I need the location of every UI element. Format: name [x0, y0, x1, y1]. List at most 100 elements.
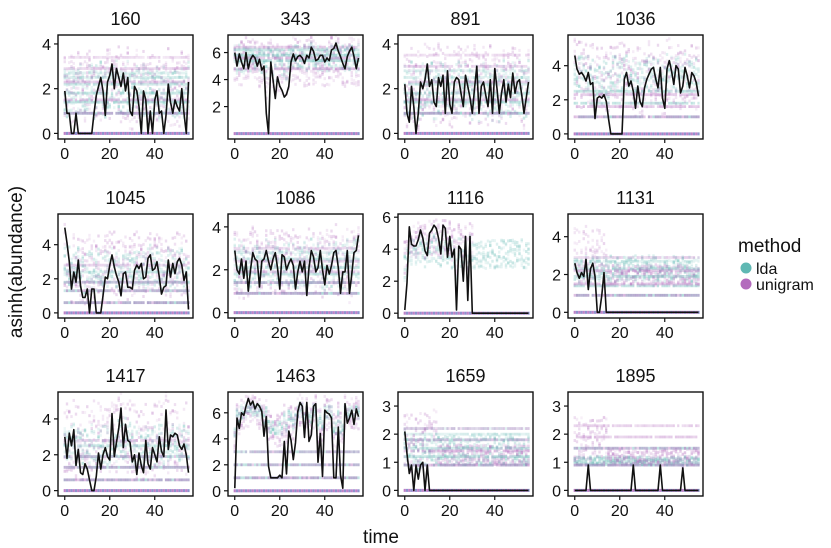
band-point	[421, 53, 424, 57]
band-point	[453, 53, 456, 57]
cloud-point	[518, 93, 521, 97]
cloud-point	[520, 68, 523, 72]
band-point	[180, 80, 183, 84]
band-point	[316, 59, 320, 63]
zero-point	[312, 132, 315, 136]
cloud-point	[72, 78, 75, 82]
band-point	[305, 45, 308, 49]
cloud-point	[636, 46, 639, 50]
cloud-point	[695, 107, 698, 111]
band-point	[426, 111, 429, 115]
cloud-point	[65, 81, 69, 85]
band-point	[614, 89, 617, 93]
cloud-point	[352, 47, 356, 51]
cloud-point	[262, 60, 266, 64]
band-point	[314, 48, 317, 52]
cloud-point	[247, 69, 250, 73]
band-point	[68, 80, 71, 84]
band-point	[97, 71, 100, 75]
cloud-point	[419, 92, 422, 96]
cloud-point	[573, 63, 576, 67]
band-point	[614, 101, 617, 105]
cloud-point	[90, 89, 93, 93]
cloud-point	[525, 114, 528, 118]
cloud-point	[444, 79, 447, 83]
band-point	[417, 80, 420, 84]
cloud-point	[99, 60, 102, 64]
band-point	[502, 53, 505, 57]
cloud-point	[180, 86, 183, 90]
cloud-point	[122, 80, 125, 84]
band-point	[426, 80, 429, 84]
cloud-point	[638, 111, 642, 115]
cloud-point	[636, 80, 639, 84]
cloud-point	[457, 88, 460, 92]
cloud-point	[149, 72, 152, 76]
cloud-point	[135, 120, 138, 124]
cloud-point	[287, 59, 290, 63]
cloud-point	[283, 72, 286, 76]
band-point	[450, 53, 454, 57]
band-point	[128, 76, 132, 79]
cloud-point	[70, 69, 73, 73]
cloud-point	[516, 88, 519, 92]
band-point	[410, 76, 413, 79]
band-point	[101, 98, 105, 102]
cloud-point	[611, 81, 615, 85]
cloud-point	[301, 48, 304, 52]
cloud-point	[238, 43, 241, 47]
cloud-point	[180, 96, 183, 100]
cloud-point	[634, 87, 637, 91]
band-point	[507, 69, 510, 73]
band-point	[462, 69, 465, 73]
band-point	[629, 101, 633, 105]
cloud-point	[319, 64, 322, 68]
cloud-point	[668, 75, 671, 79]
band-point	[428, 91, 431, 95]
zero-point	[332, 132, 335, 136]
cloud-point	[423, 98, 427, 102]
band-point	[348, 56, 351, 60]
cloud-point	[97, 72, 100, 76]
cloud-point	[247, 74, 250, 78]
cloud-point	[153, 81, 156, 85]
cloud-point	[258, 63, 261, 67]
cloud-point	[428, 94, 431, 98]
cloud-point	[455, 107, 458, 111]
band-point	[187, 76, 190, 79]
band-point	[144, 91, 147, 95]
cloud-point	[507, 55, 510, 59]
cloud-point	[677, 65, 680, 69]
cloud-point	[504, 121, 508, 125]
band-point	[473, 64, 476, 68]
band-point	[101, 71, 105, 75]
y-tick-label: 4	[42, 37, 51, 54]
cloud-point	[578, 41, 581, 45]
band-point	[135, 76, 138, 79]
cloud-point	[437, 95, 440, 99]
band-point	[101, 82, 105, 86]
cloud-point	[115, 55, 118, 59]
cloud-point	[104, 115, 107, 119]
cloud-point	[321, 64, 324, 68]
cloud-point	[267, 54, 270, 58]
cloud-point	[160, 75, 163, 79]
band-point	[665, 89, 669, 93]
cloud-point	[455, 63, 458, 67]
band-point	[419, 98, 422, 102]
band-point	[578, 89, 581, 93]
zero-point	[271, 132, 275, 136]
band-point	[63, 76, 66, 79]
cloud-point	[296, 44, 299, 48]
band-point	[665, 115, 669, 119]
cloud-point	[126, 99, 129, 103]
cloud-point	[663, 66, 666, 70]
cloud-point	[187, 77, 190, 81]
band-point	[493, 111, 496, 115]
band-point	[185, 100, 188, 104]
band-point	[605, 115, 608, 119]
cloud-point	[249, 68, 252, 72]
cloud-point	[137, 87, 141, 91]
cloud-point	[106, 48, 109, 52]
